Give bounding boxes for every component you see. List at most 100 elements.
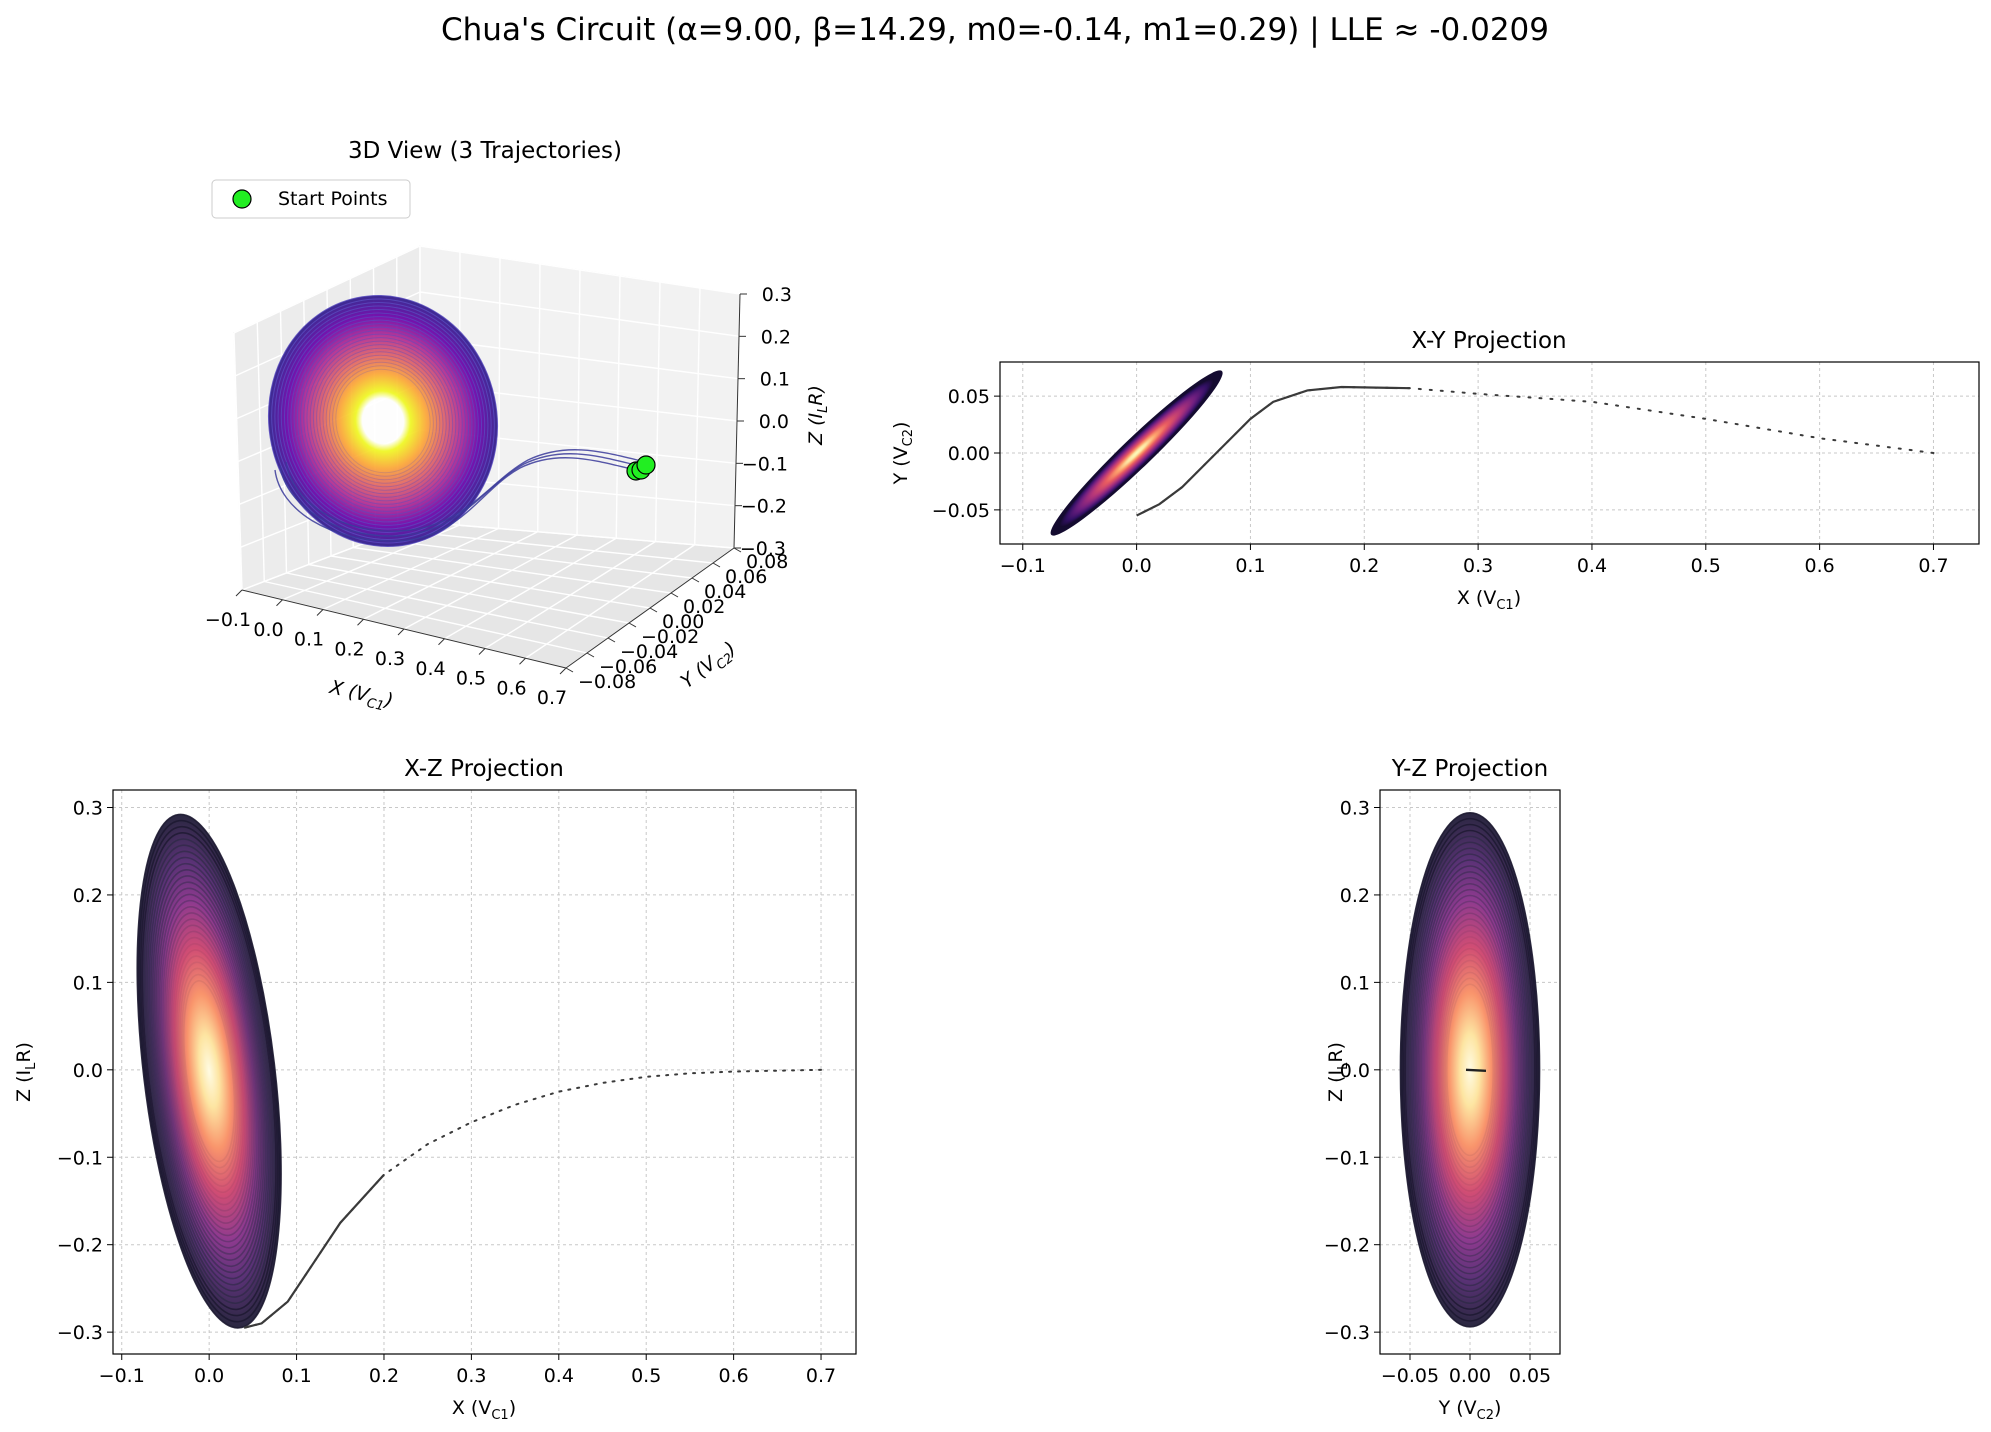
attractor-orbit-xz [153, 875, 265, 1268]
attractor-orbit-yz [1420, 888, 1520, 1251]
grid-line-3d [264, 580, 588, 654]
tick-label-y: 0.1 [1340, 972, 1370, 994]
tick-label-y: 0.0 [73, 1060, 103, 1082]
attractor-orbit-xz [143, 838, 275, 1305]
grid-line-3d [375, 538, 693, 579]
attractor-orbit-xz [141, 832, 277, 1311]
attractor-orbit-xz [164, 912, 255, 1231]
tick-label-x: 0.00 [1449, 1365, 1491, 1387]
trajectory-3d [279, 453, 641, 537]
transient-stub-yz [1465, 1068, 1487, 1073]
attractor-orbit-xz [157, 887, 262, 1255]
tick-label-x: 0.7 [1918, 555, 1948, 577]
attractor-orbit-xz [162, 905, 256, 1237]
attractor-orbit-yz [1414, 865, 1526, 1275]
grid-xy [1000, 362, 1979, 544]
tick-label-3d-y: 0.08 [746, 551, 788, 573]
grid-line-3d [308, 563, 630, 624]
tick-mark-3d-x [519, 657, 526, 665]
attractor-orbit-xz [139, 825, 279, 1317]
tick-label-x: 0.7 [806, 1365, 836, 1387]
attractor-orbit-xz [136, 813, 282, 1329]
attractor-orbit-3d [335, 368, 431, 474]
attractor-orbit-yz [1441, 965, 1499, 1174]
grid-line-3d [419, 521, 735, 549]
attractor-orbit-yz [1412, 859, 1528, 1281]
tick-label-x: 0.05 [1509, 1365, 1551, 1387]
tick-mark-3d-y [628, 622, 637, 628]
attractor-orbit-xz [151, 869, 267, 1274]
tick-mark-3d-y [607, 637, 616, 643]
tick-label-3d-y: −0.04 [620, 641, 678, 663]
tick-label-y: −0.2 [57, 1235, 103, 1257]
chart-xz-title: X-Z Projection [404, 756, 564, 782]
tick-label-3d-z: −0.2 [741, 496, 787, 518]
start-points-3d [626, 455, 656, 481]
grid-line-3d [419, 337, 739, 380]
attractor-orbit-yz [1425, 906, 1515, 1234]
tick-label-y: −0.1 [1324, 1147, 1370, 1169]
tick-mark-3d-x [397, 628, 405, 636]
attractor-orbit-3d [328, 361, 438, 481]
attractor-3d [267, 294, 499, 548]
attractor-orbit-3d [312, 344, 454, 498]
transient-dense-xy [1136, 385, 1410, 517]
attractor-orbit-yz [1399, 811, 1541, 1328]
attractor-orbit-xz [177, 961, 241, 1181]
attractor-orbit-3d [271, 298, 495, 544]
tick-mark-3d-y [691, 577, 700, 583]
attractor-orbit-3d [283, 312, 483, 530]
attractor-orbit-xz [176, 955, 243, 1187]
attractor-orbit-yz [1431, 930, 1509, 1210]
tick-label-x: 0.3 [1463, 555, 1493, 577]
tick-label-3d-x: −0.1 [205, 609, 251, 631]
tick-label-3d-z: 0.2 [761, 326, 791, 348]
tick-label-x: 0.5 [1691, 555, 1721, 577]
x-axis-label-xz: X (VC1) [452, 1397, 516, 1423]
attractor-orbit-xz [138, 819, 281, 1323]
attractor-orbit-xz [160, 899, 258, 1243]
tick-mark-3d-y [712, 562, 721, 568]
chart-yz-title: Y-Z Projection [1391, 756, 1548, 782]
tick-mark-3d-y [565, 667, 574, 673]
attractor-orbit-3d [300, 330, 466, 512]
ticks-3d: −0.1 0.0 0.1 0.2 0.3 0.4 0.5 0.6 0.7−0.08−0.06−0… [205, 284, 792, 709]
attractor-orbit-yz [1444, 977, 1496, 1163]
attractor-orbit-yz [1423, 900, 1517, 1239]
attractor-orbit-yz [1404, 829, 1536, 1310]
transient-xy [1135, 385, 1935, 517]
tick-label-y: −0.2 [1324, 1235, 1370, 1257]
tick-label-x: 0.1 [281, 1365, 311, 1387]
attractor-orbit-yz [1415, 871, 1525, 1269]
attractor-orbit-xz [155, 881, 263, 1261]
tick-mark-3d-y [586, 652, 595, 658]
attractor-orbit-3d [267, 294, 499, 548]
attractor-yz [1399, 811, 1541, 1328]
attractor-orbit-xz [170, 936, 248, 1206]
attractor-orbit-yz [1426, 912, 1514, 1228]
tick-label-x: 0.3 [456, 1365, 486, 1387]
y-axis-label-yz: Z (ILR) [1325, 1042, 1351, 1102]
tick-mark-3d-x [438, 638, 445, 646]
tick-label-3d-z: 0.1 [760, 369, 790, 391]
attractor-core-xy [1059, 378, 1214, 528]
y-axis-label-xz: Z (ILR) [13, 1042, 39, 1102]
attractor-orbit-yz [1402, 823, 1538, 1316]
tick-label-x: 0.5 [631, 1365, 661, 1387]
attractor-orbit-xz [145, 844, 274, 1298]
tick-mark-3d-y [649, 607, 658, 613]
tick-label-3d-y: −0.06 [599, 656, 657, 678]
attractor-orbit-yz [1436, 947, 1504, 1192]
tick-label-x: 0.6 [1805, 555, 1835, 577]
tick-label-y: 0.3 [73, 797, 103, 819]
attractor-orbit-yz [1438, 953, 1502, 1186]
attractor-orbit-3d [316, 347, 450, 495]
start-point-3d [636, 455, 656, 475]
y-axis-label-xy: Y (VC2) [890, 422, 916, 486]
tick-label-x: 0.0 [1121, 555, 1151, 577]
tick-label-y: 0.3 [1340, 797, 1370, 819]
tick-label-3d-x: 0.5 [456, 668, 486, 690]
attractor-orbit-yz [1409, 847, 1531, 1293]
attractor-orbit-yz [1417, 877, 1523, 1263]
